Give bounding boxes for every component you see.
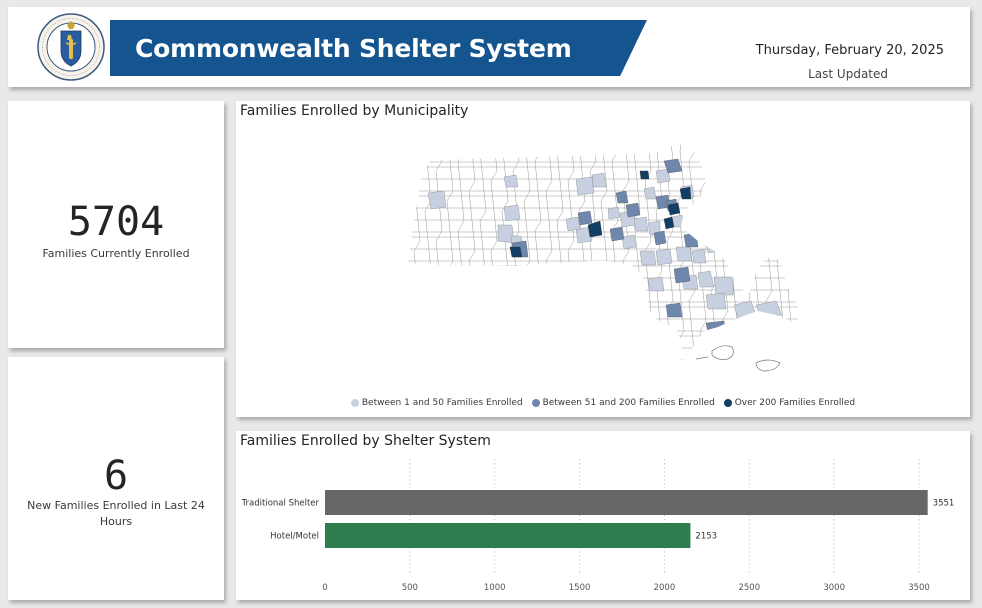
legend-item-tier-1: Between 1 and 50 Families Enrolled <box>350 398 523 408</box>
legend-item-tier-2: Between 51 and 200 Families Enrolled <box>531 398 715 408</box>
kpi-value-new-families: 6 <box>103 453 129 499</box>
nantucket-island <box>755 359 781 372</box>
towns-tier-3 <box>509 170 692 258</box>
legend-label: Over 200 Families Enrolled <box>734 398 856 408</box>
data-label: 3551 <box>933 499 955 509</box>
title-banner <box>110 20 647 76</box>
last-updated-label: Last Updated <box>808 67 888 81</box>
category-label: Hotel/Motel <box>270 532 319 542</box>
category-label: Traditional Shelter <box>241 499 320 509</box>
map-legend: Between 1 and 50 Families Enrolled Betwe… <box>236 398 970 410</box>
shelter-system-bar-chart[interactable]: 0 500 1000 1500 2000 2500 3000 3500 Traditional … <box>236 431 970 600</box>
kpi-label-families-enrolled: Families Currently Enrolled <box>42 247 190 260</box>
data-label: 2153 <box>695 532 717 542</box>
x-tick-label: 0 <box>322 583 327 593</box>
shelter-system-bar-card: Families Enrolled by Shelter System 0 500… <box>236 431 970 600</box>
x-tick-label: 3000 <box>823 583 845 593</box>
legend-label: Between 1 and 50 Families Enrolled <box>361 398 523 408</box>
legend-dot-icon <box>723 399 732 407</box>
legend-item-tier-3: Over 200 Families Enrolled <box>723 398 856 408</box>
x-tick-label: 2500 <box>738 583 760 593</box>
x-tick-label: 2000 <box>654 583 676 593</box>
x-tick-label: 1500 <box>569 583 591 593</box>
legend-dot-icon <box>531 399 540 407</box>
kpi-value-families-enrolled: 5704 <box>67 199 165 245</box>
bar-traditional-shelter <box>325 490 928 515</box>
legend-label: Between 51 and 200 Families Enrolled <box>542 398 715 408</box>
x-tick-label: 3500 <box>908 583 930 593</box>
x-tick-label: 1000 <box>484 583 506 593</box>
bar-chart-title: Families Enrolled by Shelter System <box>240 433 491 449</box>
legend-dot-icon <box>350 399 359 407</box>
bar-hotel-motel <box>325 523 691 548</box>
kpi-label-new-families: New Families Enrolled in Last 24 Hours <box>27 499 205 528</box>
header-banner-card: Commonwealth Shelter System Thursday, Fe… <box>8 7 970 87</box>
marthas-vineyard-island <box>711 345 734 360</box>
massachusetts-seal-logo <box>37 13 105 81</box>
massachusetts-choropleth-map[interactable] <box>236 101 970 396</box>
municipality-map-card: Families Enrolled by Municipality <box>236 101 970 417</box>
kpi-card-families-enrolled: 5704 Families Currently Enrolled <box>8 101 224 348</box>
x-tick-label: 500 <box>402 583 418 593</box>
map-title: Families Enrolled by Municipality <box>240 103 469 119</box>
kpi-card-new-families: 6 New Families Enrolled in Last 24 Hours <box>8 357 224 600</box>
page-title: Commonwealth Shelter System <box>135 34 572 63</box>
last-updated-date: Thursday, February 20, 2025 <box>755 43 944 58</box>
